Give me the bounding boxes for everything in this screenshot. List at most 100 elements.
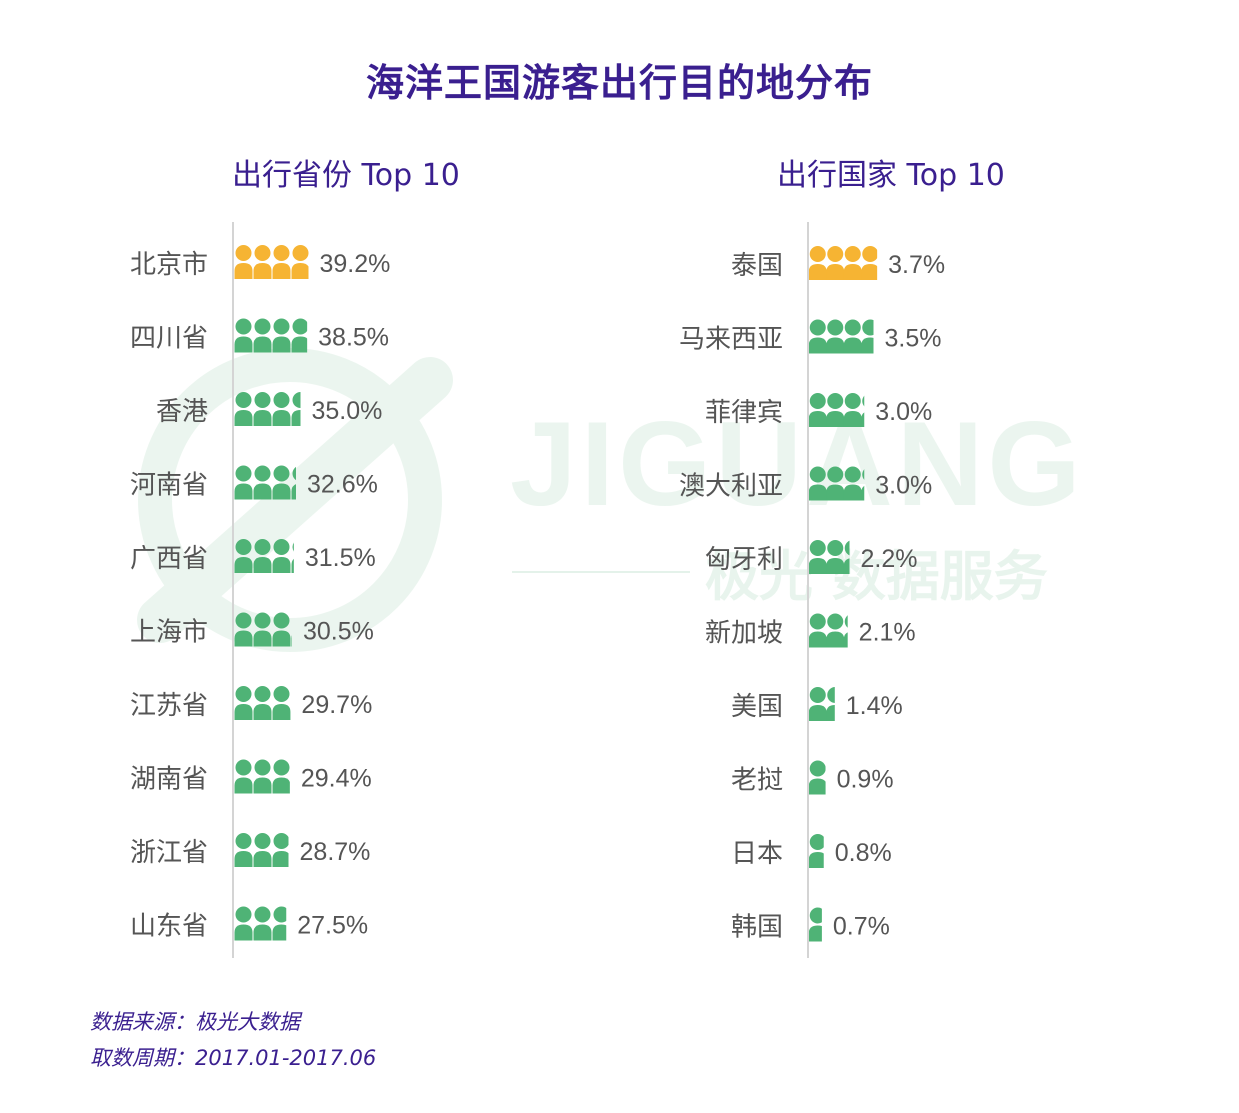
provinces-bar xyxy=(234,833,289,867)
person-icon xyxy=(826,540,845,574)
provinces-bar xyxy=(234,686,291,720)
countries-value-label: 2.1% xyxy=(859,619,916,647)
person-icon xyxy=(843,246,862,280)
person-icon xyxy=(809,540,827,574)
person-icon xyxy=(234,833,253,867)
person-icon xyxy=(272,245,291,279)
provinces-category-label: 上海市 xyxy=(130,618,208,648)
countries-value-label: 3.0% xyxy=(875,472,932,500)
person-icon xyxy=(843,319,862,354)
person-icon xyxy=(861,319,874,354)
person-icon xyxy=(253,465,272,500)
countries-bar xyxy=(809,907,822,942)
provinces-value-label: 29.7% xyxy=(301,691,372,719)
person-icon xyxy=(291,392,301,426)
person-icon xyxy=(253,392,272,426)
person-icon xyxy=(234,759,253,794)
provinces-bar xyxy=(234,612,292,647)
person-icon xyxy=(272,686,291,720)
person-icon xyxy=(272,539,291,573)
person-icon xyxy=(234,465,253,500)
person-icon xyxy=(809,687,827,721)
provinces-bar xyxy=(234,318,308,353)
provinces-category-label: 广西省 xyxy=(130,544,208,574)
person-icon xyxy=(253,612,272,647)
countries-bar xyxy=(809,834,824,868)
countries-chart-title: 出行国家 Top 10 xyxy=(777,158,1005,193)
provinces-chart-title: 出行省份 Top 10 xyxy=(232,158,460,193)
person-icon xyxy=(809,760,826,795)
provinces-category-label: 北京市 xyxy=(130,250,208,280)
person-icon xyxy=(272,759,290,794)
countries-chart: 泰国 3.7% 马来西亚 3.5% 菲律宾 3.0% 澳大利亚 3.0% 匈牙利 2.2% 新加坡 2… xyxy=(679,222,945,958)
provinces-value-label: 38.5% xyxy=(318,324,389,352)
person-icon xyxy=(272,318,291,353)
countries-bar xyxy=(809,246,878,280)
countries-category-label: 韩国 xyxy=(731,913,783,943)
countries-value-label: 1.4% xyxy=(846,692,903,720)
countries-bar xyxy=(809,393,865,427)
provinces-bar xyxy=(234,392,301,426)
person-icon xyxy=(809,834,824,868)
person-icon xyxy=(234,318,253,353)
person-icon xyxy=(253,906,272,941)
person-icon xyxy=(861,469,865,501)
person-icon xyxy=(826,466,845,501)
provinces-bar xyxy=(234,539,294,573)
person-icon xyxy=(809,907,822,942)
person-icon xyxy=(843,466,862,501)
countries-category-label: 日本 xyxy=(731,839,783,869)
provinces-bar xyxy=(234,245,309,279)
person-icon xyxy=(843,615,848,648)
person-icon xyxy=(291,245,309,279)
person-icon xyxy=(843,393,862,427)
provinces-value-label: 29.4% xyxy=(301,765,372,793)
person-icon xyxy=(843,540,850,574)
person-icon xyxy=(253,245,272,279)
person-icon xyxy=(291,635,292,647)
person-icon xyxy=(234,539,253,573)
countries-value-label: 3.7% xyxy=(888,251,945,279)
person-icon xyxy=(809,466,827,501)
countries-category-label: 泰国 xyxy=(731,251,783,281)
provinces-value-label: 30.5% xyxy=(303,618,374,646)
provinces-category-label: 河南省 xyxy=(130,471,208,501)
provinces-value-label: 31.5% xyxy=(305,544,376,572)
provinces-value-label: 28.7% xyxy=(300,838,371,866)
countries-category-label: 老挝 xyxy=(731,766,783,796)
person-icon xyxy=(826,393,845,427)
person-icon xyxy=(272,833,289,867)
countries-bar xyxy=(809,540,850,574)
provinces-category-label: 山东省 xyxy=(130,912,208,942)
jiguang-logo-icon xyxy=(137,348,453,652)
person-icon xyxy=(826,687,835,721)
countries-category-label: 新加坡 xyxy=(705,619,783,649)
person-icon xyxy=(272,392,291,426)
person-icon xyxy=(291,318,308,353)
countries-bar xyxy=(809,613,848,648)
provinces-chart: 北京市 39.2% 四川省 38.5% 香港 35.0% 河南省 32.6% 广西省 31.5% 上… xyxy=(130,222,390,958)
person-icon xyxy=(291,542,294,573)
countries-bar xyxy=(809,466,865,501)
person-icon xyxy=(272,612,291,647)
person-icon xyxy=(809,613,827,648)
provinces-category-label: 香港 xyxy=(156,397,208,427)
page-title: 海洋王国游客出行目的地分布 xyxy=(365,61,873,105)
person-icon xyxy=(253,318,272,353)
person-icon xyxy=(253,539,272,573)
countries-value-label: 0.9% xyxy=(837,766,894,794)
provinces-value-label: 32.6% xyxy=(307,471,378,499)
countries-category-label: 澳大利亚 xyxy=(679,472,783,502)
watermark-cn: 极光 数据服务 xyxy=(705,545,1048,608)
countries-category-label: 马来西亚 xyxy=(679,325,783,355)
person-icon xyxy=(826,319,845,354)
countries-value-label: 0.8% xyxy=(835,839,892,867)
person-icon xyxy=(272,465,291,500)
person-icon xyxy=(861,395,865,427)
countries-bar xyxy=(809,760,826,795)
countries-value-label: 2.2% xyxy=(861,545,918,573)
countries-bar xyxy=(809,687,835,721)
countries-value-label: 3.5% xyxy=(884,325,941,353)
person-icon xyxy=(272,906,287,941)
